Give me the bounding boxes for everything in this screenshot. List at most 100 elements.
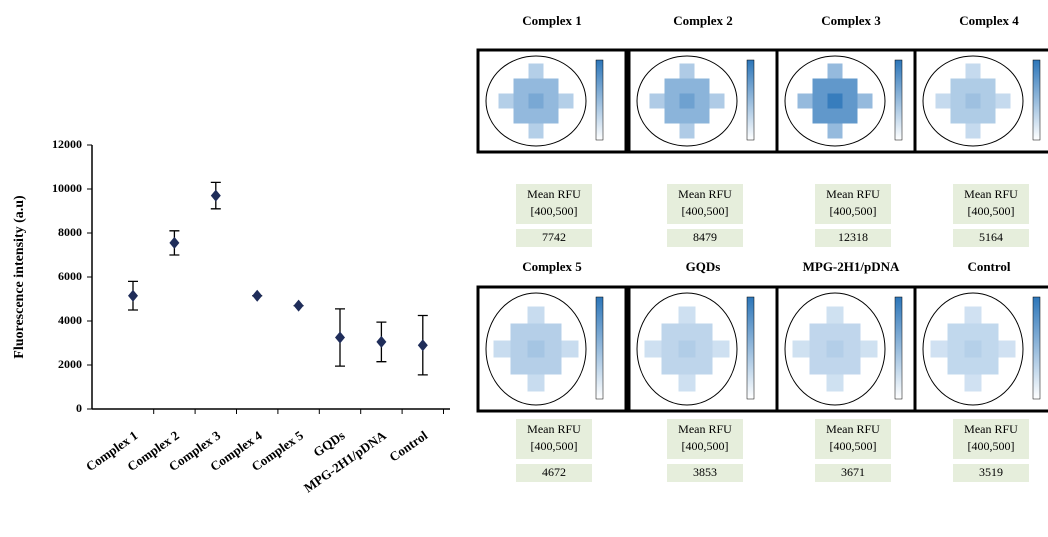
well-signal — [813, 94, 828, 109]
range: [400,500] — [531, 439, 578, 453]
well-signal — [544, 109, 559, 124]
well-signal — [828, 64, 843, 79]
well-signal — [810, 358, 827, 375]
label: Mean RFU — [826, 422, 880, 436]
well-signal — [951, 94, 966, 109]
well-signal — [545, 341, 562, 358]
well-signal — [844, 341, 861, 358]
well-signal — [529, 79, 544, 94]
well-signal — [662, 358, 679, 375]
well-signal — [965, 358, 982, 375]
well-signal — [696, 341, 713, 358]
well-signal — [965, 324, 982, 341]
color-bar — [747, 60, 754, 140]
y-tick-label: 6000 — [58, 269, 82, 283]
well-signal — [499, 94, 514, 109]
label: Mean RFU — [527, 422, 581, 436]
well-signal — [695, 109, 710, 124]
well-signal — [514, 94, 529, 109]
rfu-value: 5164 — [979, 230, 1003, 244]
well-signal — [827, 324, 844, 341]
rfu-value: 4672 — [542, 465, 566, 479]
well-signal — [966, 94, 981, 109]
well-signal — [710, 94, 725, 109]
well-signal — [827, 307, 844, 324]
label: Mean RFU — [678, 422, 732, 436]
well-signal — [861, 341, 878, 358]
well-signal — [813, 79, 828, 94]
well-signal — [528, 358, 545, 375]
well-signal — [511, 358, 528, 375]
well-signal — [965, 341, 982, 358]
well-signal — [662, 324, 679, 341]
panel-title: Complex 5 — [522, 259, 582, 274]
well-signal — [680, 64, 695, 79]
point — [128, 290, 138, 302]
point — [335, 332, 345, 344]
well-signal — [696, 324, 713, 341]
well-signal — [529, 94, 544, 109]
range: [400,500] — [682, 204, 729, 218]
well-signal — [843, 79, 858, 94]
point — [294, 300, 304, 312]
well-signal — [680, 109, 695, 124]
panel-title: MPG-2H1/pDNA — [803, 259, 900, 274]
well-signal — [679, 341, 696, 358]
label: Mean RFU — [527, 187, 581, 201]
well-signal — [843, 109, 858, 124]
figure: Fluorescence intensity (a.u)020004000600… — [0, 0, 1048, 537]
color-bar — [895, 297, 902, 399]
well-signal — [511, 324, 528, 341]
well-signal — [713, 341, 730, 358]
well-signal — [679, 375, 696, 392]
well-signal — [680, 79, 695, 94]
well-signal — [827, 375, 844, 392]
well-signal — [948, 358, 965, 375]
well-signal — [529, 109, 544, 124]
well-signal — [936, 94, 951, 109]
point — [418, 339, 428, 351]
well-signal — [559, 94, 574, 109]
well-signal — [843, 94, 858, 109]
panel-title: Complex 4 — [959, 13, 1019, 28]
point — [376, 336, 386, 348]
well-signal — [528, 375, 545, 392]
well-signal — [966, 64, 981, 79]
range: [400,500] — [968, 439, 1015, 453]
well-signal — [844, 324, 861, 341]
well-signal — [650, 94, 665, 109]
label: Mean RFU — [964, 187, 1018, 201]
panel-title: Complex 1 — [522, 13, 582, 28]
well-signal — [996, 94, 1011, 109]
label: Mean RFU — [678, 187, 732, 201]
well-signal — [965, 307, 982, 324]
well-signal — [679, 358, 696, 375]
well-signal — [810, 324, 827, 341]
well-signal — [645, 341, 662, 358]
y-tick-label: 0 — [76, 401, 82, 415]
color-bar — [1033, 297, 1040, 399]
well-signal — [982, 358, 999, 375]
well-signal — [696, 358, 713, 375]
well-signal — [680, 94, 695, 109]
well-signal — [680, 124, 695, 139]
well-signal — [931, 341, 948, 358]
well-signal — [528, 324, 545, 341]
color-bar — [747, 297, 754, 399]
well-signal — [828, 79, 843, 94]
well-signal — [948, 324, 965, 341]
range: [400,500] — [682, 439, 729, 453]
well-signal — [514, 109, 529, 124]
point — [252, 290, 262, 302]
well-signal — [695, 94, 710, 109]
y-tick-label: 2000 — [58, 357, 82, 371]
well-signal — [810, 341, 827, 358]
well-signal — [827, 358, 844, 375]
y-tick-label: 4000 — [58, 313, 82, 327]
well-signal — [529, 64, 544, 79]
well-signal — [679, 307, 696, 324]
panel-title: Control — [967, 259, 1010, 274]
x-tick-label: Control — [386, 427, 430, 464]
well-signal — [813, 109, 828, 124]
well-signal — [679, 324, 696, 341]
